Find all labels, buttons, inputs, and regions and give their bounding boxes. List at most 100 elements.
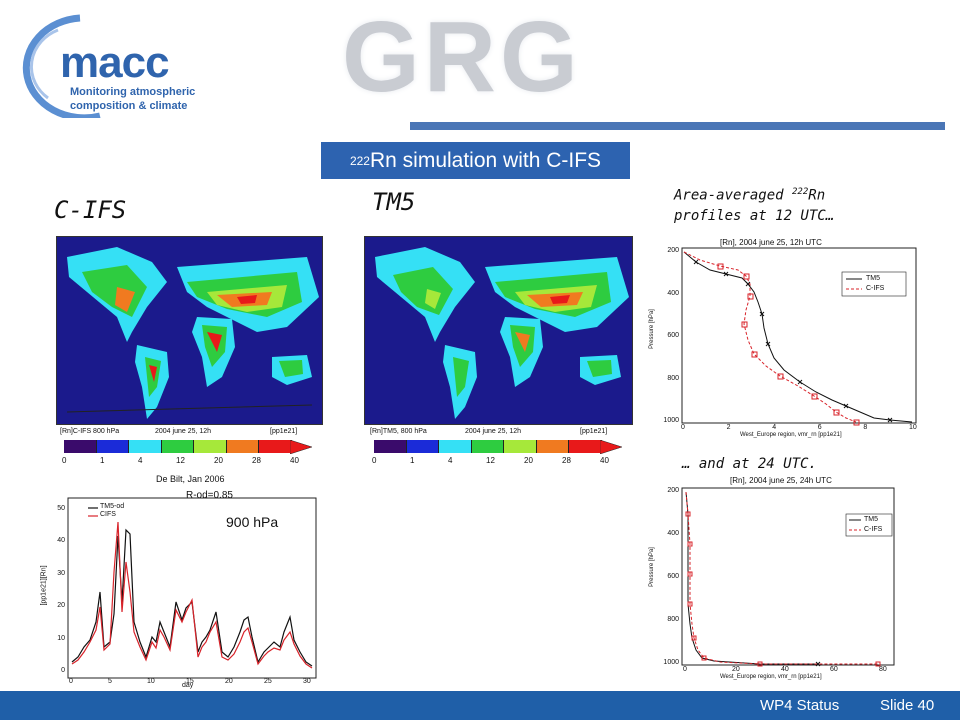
tm5-colorbar-tick-label: 28 [562,456,571,465]
cifs-colorbar-tick-label: 40 [290,456,299,465]
profile-12-x-tick-label: 8 [863,424,868,431]
timeseries-y-tick-label: 20 [57,602,65,610]
profile-24-y-tick-label: 1000 [663,659,679,666]
profile-12-x-ticks: 0 2 4 6 8 10 [650,424,924,434]
macc-logo: macc Monitoring atmospheric composition … [10,8,220,122]
profiles-note-1b: Rn [808,187,826,204]
profile-24-y-tick-label: 200 [667,487,679,494]
timeseries-y-tick-label: 30 [57,569,65,577]
cifs-label: C-IFS [54,196,127,224]
timeseries-legend-cifs: CIFS [100,511,116,518]
title-superscript: 222 [349,153,370,168]
cifs-colorbar-swatch [64,440,97,453]
timeseries-y-tick-label: 10 [57,634,65,642]
profile-12-y-tick-label: 400 [667,289,679,297]
timeseries-plot [67,497,317,679]
profile-24-x-tick-label: 40 [781,666,789,673]
tm5-colorbar: [Rn]TM5, 800 hPa 2004 june 25, 12h [pp1e… [370,428,622,468]
tm5-colorbar-tick-label: 0 [372,456,377,465]
profile-12-chart: [Rn], 2004 june 25, 12h UTC Pressure [hP… [649,236,924,442]
profile-12-title: [Rn], 2004 june 25, 12h UTC [720,238,822,247]
timeseries-chart: De Bilt, Jan 2006 R-od=0.85 900 hPa [pp1… [36,472,320,690]
profile-24-title: [Rn], 2004 june 25, 24h UTC [730,476,832,485]
cifs-colorbar-swatch [226,440,260,453]
tm5-label: TM5 [372,188,416,216]
cifs-colorbar-tick-label: 20 [214,456,223,465]
timeseries-y-tick-label: 50 [57,505,65,512]
cifs-colorbar-swatches [64,440,293,453]
cifs-colorbar-date: 2004 june 25, 12h [155,428,212,435]
profile-12-y-tick-label: 600 [667,332,679,339]
profiles-note-1a: Area-averaged [674,187,793,204]
profile-24-x-ticks: 0 20 40 60 80 [650,666,900,676]
cifs-colorbar-swatch [129,440,162,453]
cifs-colorbar-tick-label: 0 [62,456,67,465]
timeseries-x-tick-label: 0 [69,678,73,685]
tm5-colorbar-title: [Rn]TM5, 800 hPa [370,428,427,435]
tm5-colorbar-swatches [374,440,603,453]
profile-24-y-tick-label: 600 [667,573,679,580]
tm5-colorbar-swatch [536,440,570,453]
timeseries-corr: R-od=0.85 [186,490,233,501]
tm5-colorbar-swatch [439,440,472,453]
profile-24-x-tick-label: 0 [683,666,687,673]
profile-24-markers [685,511,881,667]
timeseries-x-tick-label: 10 [147,678,155,685]
profile-24-legend-cifs: C-IFS [864,526,883,533]
timeseries-title: De Bilt, Jan 2006 [156,474,225,484]
profile-24-legend-tm5: TM5 [864,516,878,523]
profile-24-x-tick-label: 20 [732,666,740,673]
macc-logo-text: macc [60,38,170,87]
footer-slide: Slide 40 [880,697,935,714]
tm5-map-image [375,247,629,419]
tm5-colorbar-ticks: 0 1 4 12 20 28 40 [370,456,620,468]
profile-24-chart: [Rn], 2004 june 25, 24h UTC Pressure [hP… [649,474,900,680]
profile-24-y-tick-label: 800 [667,616,679,623]
timeseries-x-tick-label: 5 [108,678,112,685]
timeseries-legend-tm5: TM5-od [100,503,125,510]
profile-12-y-tick-label: 200 [667,247,679,254]
timeseries-x-tick-label: 30 [303,678,311,685]
tm5-colorbar-tick-label: 20 [524,456,533,465]
profile-24-x-tick-label: 60 [830,666,838,673]
tm5-colorbar-arrow-icon [600,440,622,454]
timeseries-y-tick-label: 40 [57,537,65,545]
profile-12-x-tick-label: 0 [681,424,685,431]
timeseries-level: 900 hPa [226,514,279,530]
cifs-colorbar-title: [Rn]C-IFS 800 hPa [60,428,120,435]
cifs-colorbar-swatch [161,440,195,453]
tm5-colorbar-tick-label: 1 [410,456,415,465]
profile-12-y-ticks: 200 400 600 800 1000 [650,236,682,432]
slide-title: 222 Rn simulation with C-IFS [321,142,630,179]
footer-bar: WP4 Status Slide 40 [0,691,960,720]
tm5-colorbar-date: 2004 june 25, 12h [465,428,522,435]
timeseries-y-ticks: 0 10 20 30 40 50 [36,472,68,684]
grg-logo: GRG [342,1,582,113]
cifs-colorbar-units: [pp1e21] [270,428,298,435]
cifs-colorbar-tick-label: 28 [252,456,261,465]
tm5-map [364,236,633,425]
profile-12-y-tick-label: 800 [667,374,679,382]
tm5-colorbar-swatch [471,440,505,453]
timeseries-cifs-line [71,521,313,669]
profile-12-y-tick-label: 1000 [663,417,679,424]
profile-12-plot [681,247,917,426]
profile-24-tm5-line [685,491,818,665]
profile-12-legend-cifs: C-IFS [866,285,885,292]
profile-24-xlabel: West_Europe region, vmr_rn [pp1e21] [720,674,822,680]
timeseries-xlabel: day [182,682,194,689]
cifs-colorbar-swatch [96,440,130,453]
tm5-colorbar-swatch [569,440,603,453]
profile-12-x-tick-label: 6 [817,424,822,431]
profile-12-x-tick-label: 4 [772,424,777,431]
cifs-colorbar-tick-label: 4 [138,456,143,465]
timeseries-x-tick-label: 20 [225,678,233,685]
tm5-colorbar-tick-label: 40 [600,456,609,465]
profile-24-y-tick-label: 400 [667,530,679,537]
cifs-colorbar-tick-label: 12 [176,456,185,465]
cifs-colorbar-arrow-icon [290,440,312,454]
profile-12-cifs-markers [717,263,860,426]
profile-24-y-ticks: 200 400 600 800 1000 [650,474,682,674]
title-text: Rn simulation with C-IFS [369,148,602,172]
profiles-note: Area-averaged 222Rn profiles at 12 UTC… [674,182,944,226]
